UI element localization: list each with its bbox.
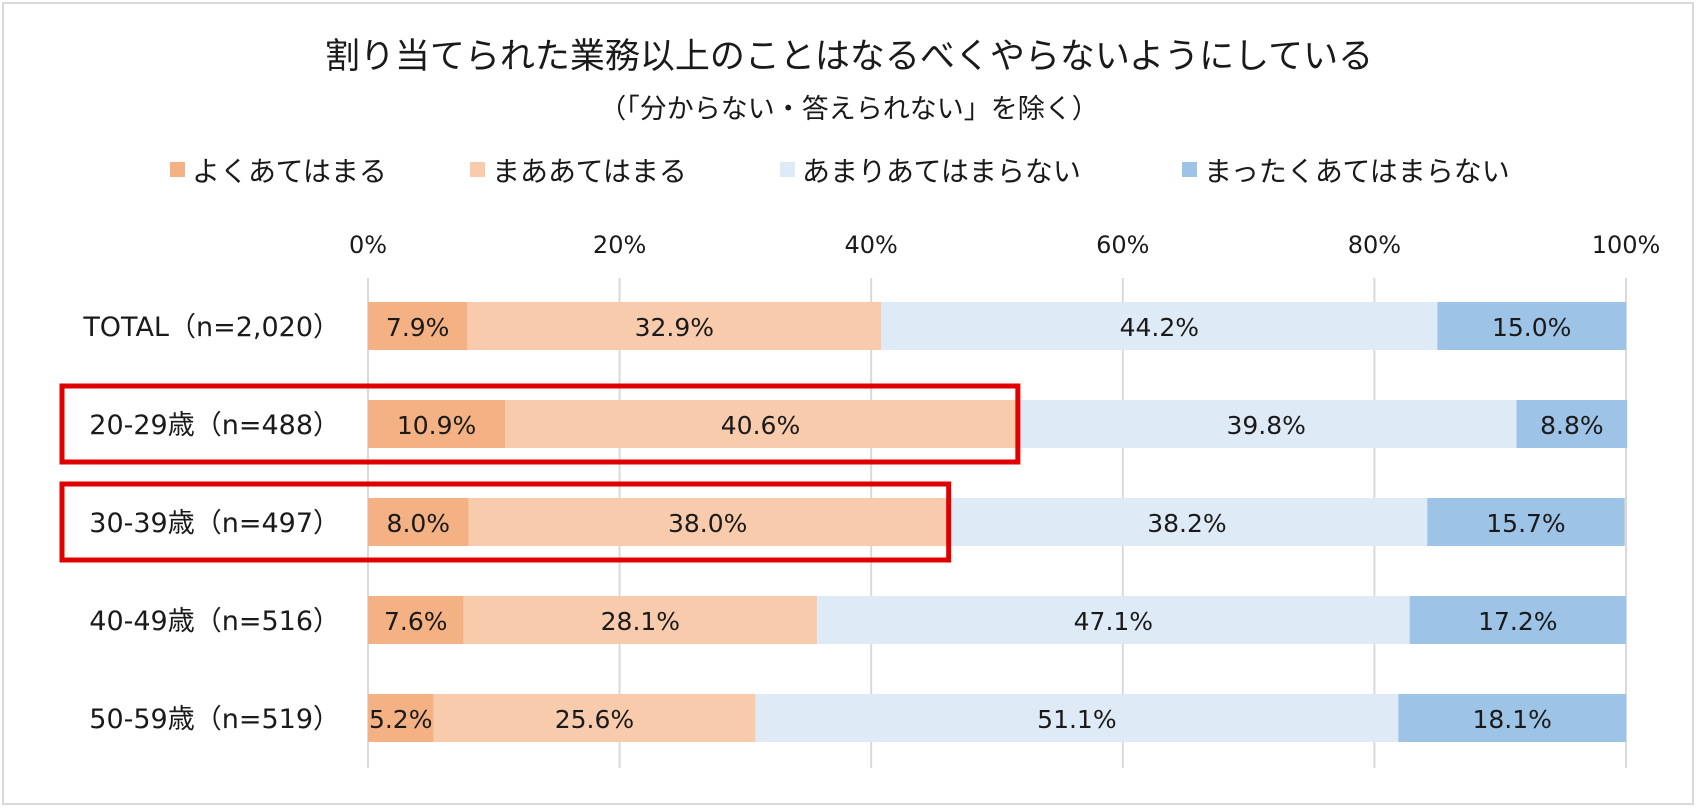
bar-segment — [1015, 400, 1517, 448]
bar-segment — [467, 302, 882, 350]
data-label: 15.7% — [1486, 509, 1565, 538]
highlight-boxes — [59, 383, 1021, 563]
legend-swatch — [170, 162, 185, 177]
data-label: 25.6% — [555, 705, 634, 734]
data-label: 17.2% — [1478, 607, 1557, 636]
x-tick-label: 0% — [349, 231, 387, 259]
data-label: 18.1% — [1472, 705, 1551, 734]
data-label: 44.2% — [1120, 313, 1199, 342]
category-label: 40-49歳（n=516） — [89, 606, 340, 637]
bar-segment — [505, 400, 1016, 448]
legend-label: よくあてはまる — [192, 155, 387, 188]
bar-segment — [368, 694, 434, 742]
legend-swatch — [470, 162, 485, 177]
data-label: 15.0% — [1492, 313, 1571, 342]
highlight-box — [59, 383, 1021, 465]
data-label: 40.6% — [721, 411, 800, 440]
bar-segment — [1409, 596, 1626, 644]
category-label: 30-39歳（n=497） — [89, 508, 340, 539]
category-label: 50-59歳（n=519） — [89, 704, 340, 735]
data-label: 7.6% — [384, 607, 448, 636]
x-tick-label: 100% — [1592, 231, 1661, 259]
legend-swatch — [1182, 162, 1197, 177]
data-label: 28.1% — [601, 607, 680, 636]
bar-segment — [817, 596, 1410, 644]
data-label: 8.0% — [387, 509, 451, 538]
bar-segment — [368, 302, 468, 350]
x-tick-label: 80% — [1348, 231, 1401, 259]
data-label: 38.0% — [668, 509, 747, 538]
bar-segment — [368, 400, 506, 448]
category-label: TOTAL（n=2,020） — [82, 312, 340, 343]
chart-subtitle: （「分からない・答えられない」を除く） — [599, 94, 1099, 125]
bar-segment — [433, 694, 756, 742]
bar-segment — [881, 302, 1438, 350]
data-label: 10.9% — [397, 411, 476, 440]
x-tick-label: 20% — [593, 231, 646, 259]
bars: 7.9% 32.9% 44.2% 15.0% 10.9% 40.6% 39.8% 8.8% 8.… — [368, 302, 1628, 742]
legend: よくあてはまる まああてはまる あまりあてはまらない まったくあてはまらない — [170, 155, 1510, 188]
data-label: 32.9% — [635, 313, 714, 342]
chart-title: 割り当てられた業務以上のことはなるべくやらないようにしている — [325, 37, 1373, 77]
data-label: 38.2% — [1147, 509, 1226, 538]
data-label: 5.2% — [369, 705, 433, 734]
data-label: 8.8% — [1540, 411, 1604, 440]
bar-segment — [463, 596, 818, 644]
bar-segment — [468, 498, 947, 546]
x-tick-label: 40% — [845, 231, 898, 259]
bar-segment — [1398, 694, 1626, 742]
legend-label: まああてはまる — [492, 155, 687, 188]
highlight-box — [59, 481, 952, 563]
legend-label: まったくあてはまらない — [1204, 155, 1510, 188]
data-label: 39.8% — [1227, 411, 1306, 440]
bar-segment — [368, 498, 469, 546]
x-axis-ticks: 0% 20% 40% 60% 80% 100% — [349, 231, 1660, 259]
bar-segment — [368, 596, 464, 644]
data-label: 47.1% — [1074, 607, 1153, 636]
category-labels: TOTAL（n=2,020） 20-29歳（n=488） 30-39歳（n=497）… — [82, 312, 340, 735]
data-label: 51.1% — [1037, 705, 1116, 734]
category-label: 20-29歳（n=488） — [89, 410, 340, 441]
bar-segment — [946, 498, 1428, 546]
data-label: 7.9% — [386, 313, 450, 342]
bar-segment — [1516, 400, 1628, 448]
x-tick-label: 60% — [1096, 231, 1149, 259]
bar-segment — [1437, 302, 1626, 350]
legend-label: あまりあてはまらない — [802, 155, 1081, 188]
bar-segment — [755, 694, 1399, 742]
bar-segment — [1427, 498, 1625, 546]
legend-swatch — [780, 162, 795, 177]
